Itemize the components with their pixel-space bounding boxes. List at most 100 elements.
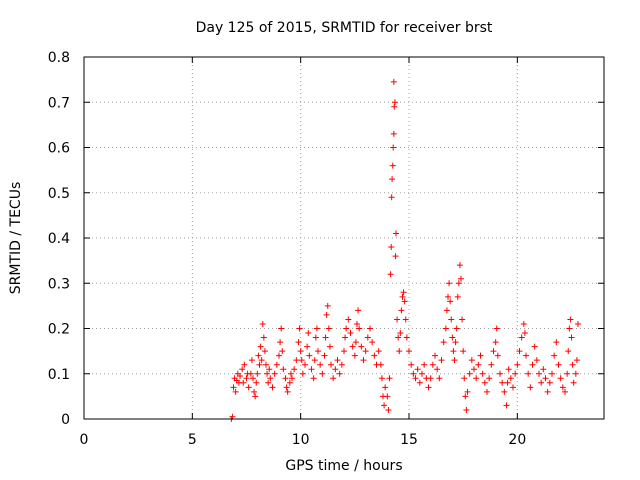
data-point xyxy=(394,316,401,323)
data-point xyxy=(427,375,434,382)
chart-title: Day 125 of 2015, SRMTID for receiver brs… xyxy=(196,20,493,36)
data-point xyxy=(265,379,272,386)
data-point xyxy=(442,325,449,332)
data-point xyxy=(471,366,477,373)
x-tick-label: 10 xyxy=(292,432,310,448)
data-point xyxy=(501,388,508,395)
data-point xyxy=(567,316,574,323)
data-point xyxy=(497,370,503,377)
x-tick-label: 5 xyxy=(188,432,197,448)
data-point xyxy=(455,280,462,287)
data-point xyxy=(243,375,250,382)
data-point xyxy=(317,361,324,368)
data-point xyxy=(403,334,410,341)
data-point xyxy=(492,339,499,346)
data-point xyxy=(479,370,486,377)
data-point xyxy=(443,307,450,314)
y-tick-label: 0 xyxy=(61,412,70,428)
data-point xyxy=(269,384,276,391)
data-point xyxy=(378,375,385,382)
data-point xyxy=(321,352,328,359)
data-point xyxy=(296,325,303,332)
x-tick-label: 0 xyxy=(80,432,89,448)
data-point xyxy=(232,388,239,395)
data-point xyxy=(516,348,523,355)
data-point xyxy=(349,343,356,350)
data-point xyxy=(421,361,428,368)
data-point xyxy=(352,339,359,346)
plot-frame xyxy=(83,56,605,420)
data-point xyxy=(503,402,510,409)
data-point xyxy=(252,393,259,400)
data-point xyxy=(451,357,458,364)
data-point xyxy=(369,339,376,346)
data-point xyxy=(399,293,406,300)
data-point xyxy=(322,334,329,341)
data-point xyxy=(484,388,490,395)
data-point xyxy=(466,370,473,377)
data-point xyxy=(308,366,315,373)
data-point xyxy=(387,271,394,278)
data-point xyxy=(264,370,271,377)
data-point xyxy=(259,320,266,327)
data-point xyxy=(391,103,398,110)
data-point xyxy=(283,384,290,391)
data-point xyxy=(527,384,534,391)
data-point xyxy=(293,357,300,364)
data-point xyxy=(266,366,273,373)
data-point xyxy=(237,373,243,380)
data-point xyxy=(313,325,320,332)
data-point xyxy=(315,348,321,355)
data-point xyxy=(398,307,405,314)
data-point xyxy=(390,78,397,85)
data-point xyxy=(536,370,542,377)
data-point xyxy=(461,375,468,382)
data-point xyxy=(520,320,527,327)
data-point xyxy=(291,366,298,373)
data-point xyxy=(276,352,282,359)
data-point xyxy=(529,361,536,368)
data-point xyxy=(289,375,295,382)
y-axis-title: SRMTID / TECUs xyxy=(8,182,24,295)
data-point xyxy=(504,379,511,386)
data-point xyxy=(323,311,330,318)
data-point xyxy=(518,334,525,341)
data-point xyxy=(326,343,333,350)
data-points xyxy=(228,78,581,422)
data-point xyxy=(355,307,362,314)
data-point xyxy=(295,339,302,346)
data-point xyxy=(354,320,360,327)
data-point xyxy=(375,348,382,355)
data-point xyxy=(460,348,467,355)
data-point xyxy=(568,334,575,341)
data-point xyxy=(544,388,551,395)
data-point xyxy=(510,384,516,391)
data-point xyxy=(334,357,341,364)
data-point xyxy=(412,375,419,382)
data-point xyxy=(360,357,367,364)
data-point xyxy=(452,339,459,346)
data-point xyxy=(523,352,529,359)
data-point xyxy=(343,325,350,332)
data-point xyxy=(395,334,402,341)
data-point xyxy=(459,316,466,323)
data-point xyxy=(447,298,454,305)
y-tick-label: 0.3 xyxy=(48,276,70,292)
data-point xyxy=(477,352,484,359)
data-point xyxy=(429,361,436,368)
data-point xyxy=(570,379,577,386)
data-point xyxy=(328,361,334,368)
data-point xyxy=(486,375,493,382)
data-point xyxy=(557,375,564,382)
data-point xyxy=(257,343,264,350)
data-point xyxy=(362,348,369,355)
data-point xyxy=(239,366,246,373)
data-point xyxy=(425,384,432,391)
data-point xyxy=(351,352,358,359)
data-point xyxy=(538,379,545,386)
data-point xyxy=(261,348,268,355)
y-tick-label: 0.8 xyxy=(48,50,70,66)
data-point xyxy=(575,320,581,327)
data-point xyxy=(297,348,304,355)
data-point xyxy=(393,230,399,237)
